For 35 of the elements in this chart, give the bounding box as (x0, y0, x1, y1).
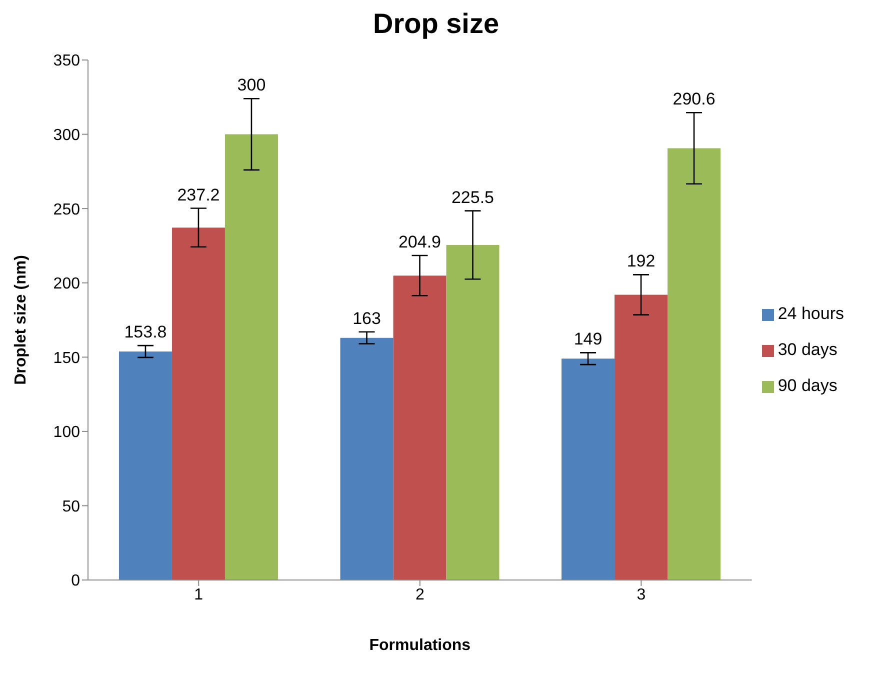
data-label: 149 (574, 330, 602, 349)
x-tick-label: 3 (636, 586, 646, 604)
y-tick-label: 100 (53, 424, 80, 442)
bar (172, 228, 225, 580)
bar (340, 338, 394, 580)
legend-label: 90 days (778, 376, 838, 395)
x-axis-title: Formulations (369, 637, 471, 654)
x-tick-label: 1 (194, 586, 204, 604)
legend-label: 24 hours (778, 304, 844, 323)
bar (668, 148, 721, 580)
y-tick-label: 250 (53, 201, 80, 218)
bar (393, 276, 446, 580)
y-axis-title: Droplet size (nm) (12, 255, 30, 385)
y-tick-label: 0 (71, 572, 80, 590)
data-label: 290.6 (672, 90, 716, 109)
data-label: 300 (237, 76, 266, 95)
bar (446, 244, 500, 580)
bar (562, 358, 615, 580)
bar (224, 134, 278, 580)
bar (118, 351, 172, 580)
legend-label: 30 days (778, 340, 838, 359)
data-label: 163 (352, 308, 381, 328)
y-tick-label: 350 (53, 52, 80, 70)
chart-title: Drop size (372, 8, 500, 40)
bar (614, 294, 668, 580)
data-label: 204.9 (398, 232, 442, 252)
data-label: 153.8 (124, 322, 167, 342)
x-tick-label: 2 (415, 586, 424, 604)
y-tick-label: 200 (53, 276, 80, 293)
y-tick-label: 300 (53, 126, 80, 144)
data-label: 237.2 (177, 185, 220, 204)
data-label: 225.5 (451, 188, 494, 207)
data-label: 192 (626, 252, 656, 271)
y-tick-label: 150 (53, 350, 80, 367)
y-tick-label: 50 (62, 498, 80, 516)
